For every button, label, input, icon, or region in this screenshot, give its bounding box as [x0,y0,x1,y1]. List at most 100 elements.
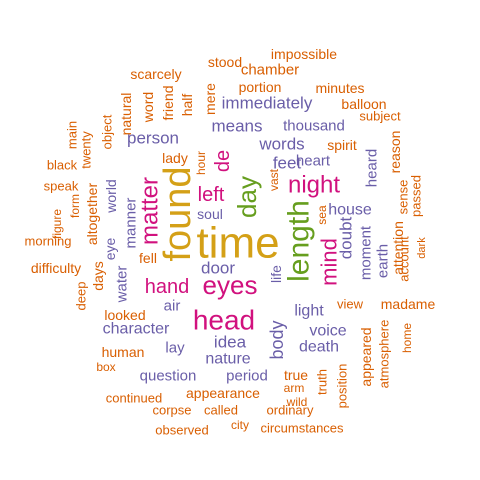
word-matter: matter [137,177,164,245]
word-portion: portion [239,79,282,95]
word-vast: vast [267,168,281,191]
word-city: city [231,418,249,432]
word-chamber: chamber [241,62,299,79]
word-corpse: corpse [152,403,191,418]
word-fell: fell [139,250,157,266]
word-light: light [294,303,324,320]
word-eyes: eyes [203,270,258,300]
word-mind: mind [317,238,342,286]
word-figure: figure [50,209,64,239]
word-heart: heart [296,153,331,170]
word-length: length [283,200,316,282]
word-nature: nature [205,351,250,368]
word-minutes: minutes [315,80,364,96]
word-true: true [284,367,308,383]
word-world: world [103,179,119,213]
word-called: called [204,403,238,418]
word-arm: arm [284,381,305,395]
word-box: box [96,360,115,374]
word-hour: hour [194,151,208,175]
word-eye: eye [102,238,118,261]
word-words: words [258,135,304,154]
word-stood: stood [208,54,242,70]
word-human: human [102,344,145,360]
word-position: position [335,364,350,409]
word-madame: madame [381,296,436,312]
word-sense: sense [396,180,411,215]
word-word: word [140,92,156,123]
word-found: found [157,166,199,261]
word-earth: earth [375,244,392,278]
word-lay: lay [165,340,185,357]
word-body: body [267,320,287,359]
word-days: days [90,261,106,291]
word-account: account [397,236,412,282]
word-water: water [114,266,131,304]
word-half: half [179,94,195,117]
word-time: time [196,219,279,268]
word-observed: observed [155,423,208,438]
word-truth: truth [315,369,330,395]
word-person: person [127,129,179,148]
word-left: left [198,184,225,206]
word-continued: continued [106,391,162,406]
word-natural: natural [118,93,134,136]
word-appeared: appeared [358,327,374,386]
word-character: character [103,321,170,338]
word-hand: hand [145,276,190,298]
word-feet: feet [273,154,302,173]
word-spirit: spirit [327,137,357,153]
word-dark: dark [416,237,428,259]
word-form: form [68,194,82,218]
word-death: death [299,339,339,356]
word-day: day [232,176,262,218]
word-means: means [211,117,262,136]
word-friend: friend [160,85,176,120]
word-period: period [226,368,268,385]
word-soul: soul [197,206,223,222]
word-door: door [201,259,235,278]
word-altogether: altogether [84,183,100,246]
word-moment: moment [358,225,375,280]
word-appearance: appearance [186,385,260,401]
word-main: main [65,121,80,149]
word-scarcely: scarcely [130,66,181,82]
word-thousand: thousand [283,118,345,135]
word-home: home [400,323,414,353]
word-heard: heard [364,149,381,187]
word-deep: deep [74,282,89,311]
word-impossible: impossible [271,46,337,62]
word-lady: lady [162,150,188,166]
word-attention: attention [390,221,406,275]
word-speak: speak [44,179,79,194]
word-manner: manner [123,198,140,249]
word-house: house [328,202,372,219]
word-de: de [212,150,234,172]
word-reason: reason [387,131,403,174]
word-circumstances: circumstances [260,421,344,436]
word-mere: mere [202,83,218,115]
word-twenty: twenty [79,131,94,169]
word-looked: looked [104,307,145,323]
word-black: black [47,158,78,173]
word-subject: subject [359,109,401,124]
word-question: question [140,368,197,385]
word-morning: morning [25,234,72,249]
word-immediately: immediately [222,94,313,113]
word-balloon: balloon [341,96,386,112]
word-atmosphere: atmosphere [377,320,392,389]
word-view: view [337,297,364,312]
word-wild: wild [286,395,308,409]
word-voice: voice [309,323,346,340]
word-air: air [164,298,181,315]
word-difficulty: difficulty [31,260,81,276]
word-object: object [100,114,115,149]
word-ordinary: ordinary [267,403,314,418]
word-life: life [268,265,284,283]
word-passed: passed [409,175,424,217]
word-sea: sea [315,205,329,225]
word-night: night [288,172,340,199]
word-idea: idea [214,333,247,352]
